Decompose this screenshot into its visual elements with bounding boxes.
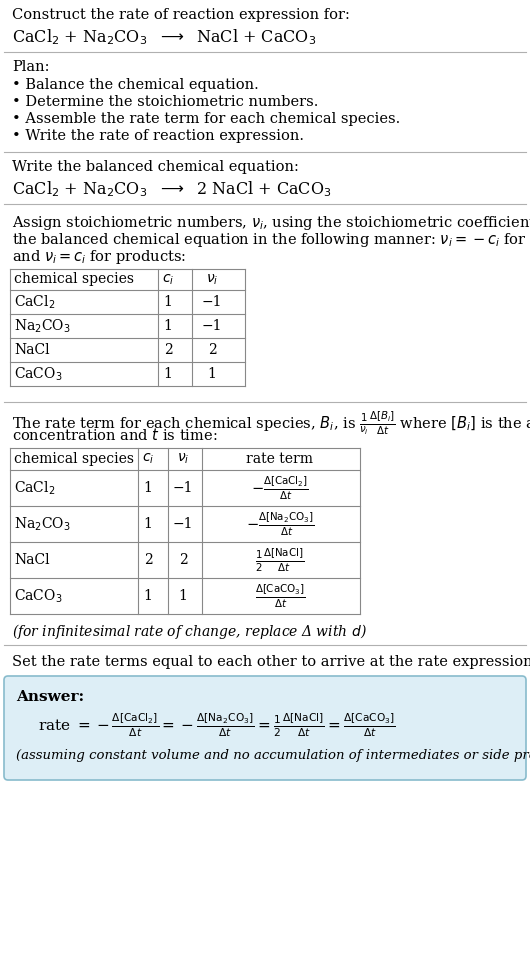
Text: Plan:: Plan:	[12, 60, 49, 74]
Text: 1: 1	[164, 367, 172, 381]
Text: 1: 1	[208, 367, 216, 381]
Text: concentration and $t$ is time:: concentration and $t$ is time:	[12, 427, 217, 443]
Text: rate $= -\frac{\Delta[\mathrm{CaCl_2}]}{\Delta t} = -\frac{\Delta[\mathrm{Na_2CO: rate $= -\frac{\Delta[\mathrm{CaCl_2}]}{…	[38, 711, 396, 739]
Text: NaCl: NaCl	[14, 553, 50, 567]
Text: Set the rate terms equal to each other to arrive at the rate expression:: Set the rate terms equal to each other t…	[12, 655, 530, 669]
Text: chemical species: chemical species	[14, 452, 134, 466]
Text: and $\nu_i = c_i$ for products:: and $\nu_i = c_i$ for products:	[12, 248, 187, 266]
Text: • Determine the stoichiometric numbers.: • Determine the stoichiometric numbers.	[12, 95, 319, 109]
FancyBboxPatch shape	[4, 676, 526, 780]
Text: CaCl$_2$ + Na$_2$CO$_3$  $\longrightarrow$  2 NaCl + CaCO$_3$: CaCl$_2$ + Na$_2$CO$_3$ $\longrightarrow…	[12, 179, 331, 199]
Text: $-\frac{\Delta[\mathrm{CaCl_2}]}{\Delta t}$: $-\frac{\Delta[\mathrm{CaCl_2}]}{\Delta …	[251, 474, 309, 502]
Text: Write the balanced chemical equation:: Write the balanced chemical equation:	[12, 160, 299, 174]
Text: CaCl$_2$: CaCl$_2$	[14, 294, 55, 310]
Text: NaCl: NaCl	[14, 343, 50, 357]
Text: −1: −1	[202, 295, 222, 309]
Text: CaCl$_2$ + Na$_2$CO$_3$  $\longrightarrow$  NaCl + CaCO$_3$: CaCl$_2$ + Na$_2$CO$_3$ $\longrightarrow…	[12, 27, 316, 47]
Text: 1: 1	[179, 589, 188, 603]
Text: Construct the rate of reaction expression for:: Construct the rate of reaction expressio…	[12, 8, 350, 22]
Text: $c_i$: $c_i$	[142, 452, 154, 467]
Text: −1: −1	[173, 517, 193, 531]
Text: Na$_2$CO$_3$: Na$_2$CO$_3$	[14, 317, 70, 335]
Text: $-\frac{\Delta[\mathrm{Na_2CO_3}]}{\Delta t}$: $-\frac{\Delta[\mathrm{Na_2CO_3}]}{\Delt…	[246, 510, 314, 538]
Text: (assuming constant volume and no accumulation of intermediates or side products): (assuming constant volume and no accumul…	[16, 749, 530, 762]
Text: (for infinitesimal rate of change, replace Δ with $d$): (for infinitesimal rate of change, repla…	[12, 622, 367, 641]
Text: chemical species: chemical species	[14, 272, 134, 287]
Text: $\nu_i$: $\nu_i$	[177, 452, 189, 467]
Text: Assign stoichiometric numbers, $\nu_i$, using the stoichiometric coefficients, $: Assign stoichiometric numbers, $\nu_i$, …	[12, 214, 530, 232]
Text: Na$_2$CO$_3$: Na$_2$CO$_3$	[14, 515, 70, 533]
Text: • Assemble the rate term for each chemical species.: • Assemble the rate term for each chemic…	[12, 112, 400, 126]
Text: 2: 2	[179, 553, 188, 567]
Text: CaCO$_3$: CaCO$_3$	[14, 588, 63, 605]
Text: −1: −1	[202, 319, 222, 333]
Text: Answer:: Answer:	[16, 690, 84, 704]
Text: the balanced chemical equation in the following manner: $\nu_i = -c_i$ for react: the balanced chemical equation in the fo…	[12, 231, 530, 249]
Text: $c_i$: $c_i$	[162, 272, 174, 287]
Text: • Balance the chemical equation.: • Balance the chemical equation.	[12, 78, 259, 92]
Text: CaCO$_3$: CaCO$_3$	[14, 365, 63, 383]
Text: 1: 1	[164, 295, 172, 309]
Text: CaCl$_2$: CaCl$_2$	[14, 479, 55, 497]
Text: 1: 1	[164, 319, 172, 333]
Text: 2: 2	[208, 343, 216, 357]
Text: 1: 1	[144, 589, 153, 603]
Text: rate term: rate term	[246, 452, 314, 466]
Text: $\frac{\Delta[\mathrm{CaCO_3}]}{\Delta t}$: $\frac{\Delta[\mathrm{CaCO_3}]}{\Delta t…	[255, 583, 305, 610]
Text: 2: 2	[164, 343, 172, 357]
Text: • Write the rate of reaction expression.: • Write the rate of reaction expression.	[12, 129, 304, 143]
Text: $\nu_i$: $\nu_i$	[206, 272, 218, 287]
Text: 2: 2	[144, 553, 153, 567]
Text: The rate term for each chemical species, $B_i$, is $\frac{1}{\nu_i}\frac{\Delta[: The rate term for each chemical species,…	[12, 410, 530, 437]
Text: 1: 1	[144, 481, 153, 495]
Text: 1: 1	[144, 517, 153, 531]
Text: $\frac{1}{2}\frac{\Delta[\mathrm{NaCl}]}{\Delta t}$: $\frac{1}{2}\frac{\Delta[\mathrm{NaCl}]}…	[255, 547, 305, 574]
Text: −1: −1	[173, 481, 193, 495]
